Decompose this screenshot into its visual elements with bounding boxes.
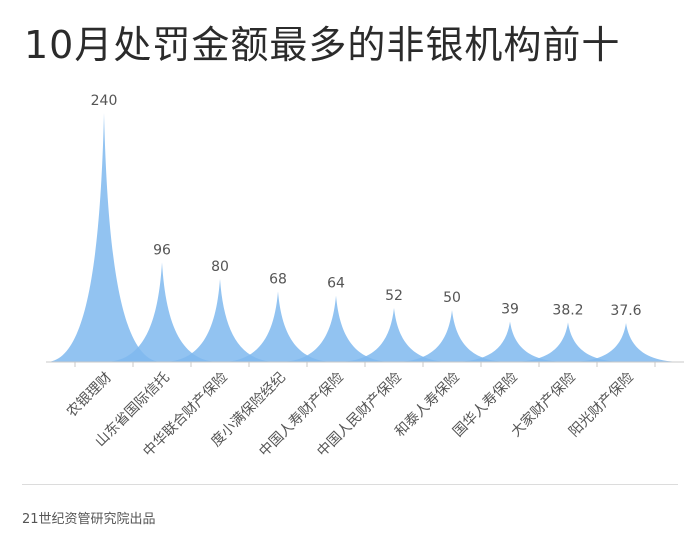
- source-credit: 21世纪资管研究院出品: [22, 512, 156, 527]
- value-label-6: 50: [443, 290, 461, 306]
- footer-divider: [22, 484, 678, 485]
- value-label-4: 64: [327, 276, 345, 292]
- spike-series: [46, 113, 684, 362]
- value-label-7: 39: [501, 302, 519, 318]
- spike-7: [452, 321, 568, 362]
- spike-1: [104, 262, 220, 362]
- spike-8: [510, 322, 626, 362]
- spike-3: [220, 291, 336, 362]
- value-label-0: 240: [91, 93, 118, 109]
- x-axis-ticks: [74, 362, 656, 367]
- spike-2: [162, 279, 278, 362]
- value-label-8: 38.2: [552, 302, 583, 318]
- spike-4: [278, 295, 394, 362]
- value-label-9: 37.6: [610, 303, 641, 319]
- category-label-0: 农银理财: [64, 370, 115, 421]
- spike-0: [46, 113, 162, 362]
- spike-5: [336, 308, 452, 362]
- value-labels: 240 96 80 68 64 52 50 39 38.2 37.6: [91, 93, 642, 319]
- spike-9: [568, 322, 684, 362]
- chart-title: 10月处罚金额最多的非银机构前十: [24, 23, 621, 67]
- value-label-5: 52: [385, 288, 403, 304]
- value-label-3: 68: [269, 271, 287, 287]
- value-label-2: 80: [211, 259, 229, 275]
- value-label-1: 96: [153, 242, 171, 258]
- spike-6: [394, 310, 510, 362]
- category-labels: 农银理财山东省国际信托中华联合财产保险度小满保险经纪中国人寿财产保险中国人民财产…: [64, 369, 637, 460]
